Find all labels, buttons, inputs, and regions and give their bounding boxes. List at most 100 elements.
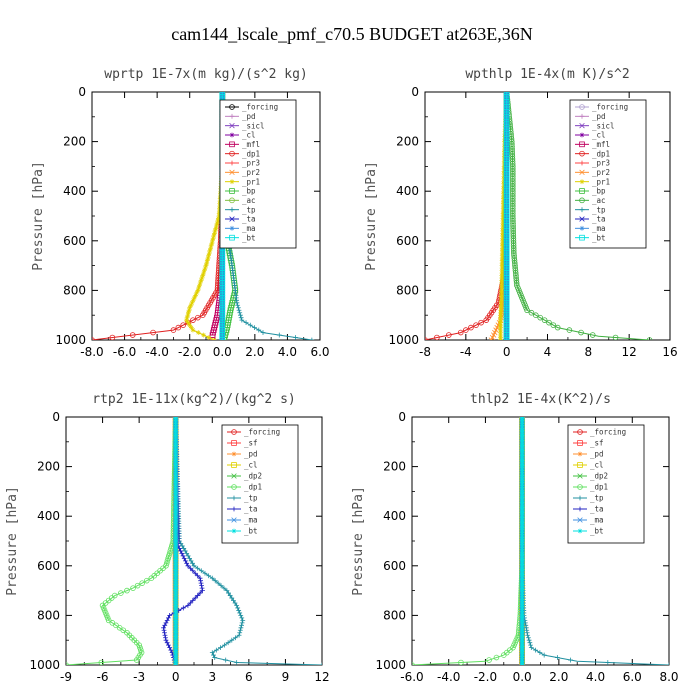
legend-marker (229, 169, 235, 176)
series-line-dp1 (66, 417, 177, 665)
series-marker (173, 563, 179, 569)
series-marker (197, 590, 203, 596)
series-marker (173, 476, 179, 482)
series-marker (206, 335, 212, 340)
series-marker (173, 511, 179, 517)
legend-label: _ta (592, 215, 606, 224)
series-marker (173, 518, 179, 524)
series-marker (173, 590, 179, 596)
series-marker (173, 464, 179, 469)
legend-label: _cl (244, 461, 258, 470)
series-marker (546, 319, 552, 326)
series-marker (173, 451, 179, 457)
series-marker (173, 650, 179, 655)
series-marker (173, 660, 179, 665)
series-marker (227, 593, 233, 598)
legend-marker (579, 160, 585, 166)
series-marker (223, 657, 229, 663)
series-marker (206, 250, 212, 256)
series-marker (190, 317, 196, 323)
series-marker (190, 297, 196, 303)
series-marker (499, 248, 505, 254)
series-marker (173, 620, 179, 626)
series-marker (239, 620, 245, 626)
y-tick-label: 400 (63, 184, 86, 198)
y-axis-label: Pressure [hPa] (31, 161, 46, 271)
legend-label: _tp (592, 205, 606, 214)
series-marker (173, 481, 179, 487)
series-marker (161, 625, 166, 631)
series-marker (173, 627, 179, 633)
series-marker (164, 640, 170, 646)
series-marker (100, 605, 107, 611)
series-marker (550, 322, 557, 328)
series-marker (520, 297, 526, 304)
series-marker (201, 332, 206, 338)
legend-label: _bt (244, 527, 258, 536)
legend-label: _ta (244, 505, 258, 514)
y-tick-label: 800 (37, 608, 60, 622)
series-marker (293, 335, 298, 340)
series-marker (216, 211, 222, 216)
series-marker (173, 546, 179, 551)
series-marker (173, 558, 179, 564)
series-marker (173, 630, 179, 636)
series-marker (173, 553, 179, 559)
series-marker (173, 645, 179, 651)
series-marker (238, 312, 243, 318)
series-marker (319, 662, 322, 665)
series-marker (173, 474, 179, 479)
x-tick-label: 0 (503, 345, 511, 359)
series-marker (148, 575, 155, 581)
series-marker (173, 526, 179, 531)
series-marker (554, 324, 561, 331)
series-marker (188, 302, 194, 308)
series-marker (232, 600, 238, 606)
panel-title: rtp2 1E-11x(kg^2)/(kg^2 s) (92, 392, 296, 407)
series-marker (501, 181, 507, 187)
series-marker (173, 489, 179, 494)
series-marker (501, 178, 507, 184)
y-axis-label: Pressure [hPa] (351, 486, 366, 596)
series-marker (173, 598, 179, 603)
series-marker (173, 543, 179, 549)
legend-marker (579, 225, 585, 231)
series-marker (173, 617, 179, 623)
series-marker (184, 551, 190, 556)
series-marker (478, 319, 484, 326)
x-tick-label: 2.0 (245, 345, 264, 359)
x-tick-label: 6.0 (310, 345, 329, 359)
series-marker (191, 563, 197, 569)
series-marker (173, 493, 179, 499)
y-tick-label: 800 (396, 283, 419, 297)
series-marker (173, 560, 179, 566)
series-marker (185, 603, 191, 608)
y-axis-label: Pressure [hPa] (364, 161, 379, 271)
series-marker (173, 484, 179, 489)
series-marker (173, 637, 179, 643)
figure-title: cam144_lscale_pmf_c70.5 BUDGET at263E,36… (171, 24, 533, 44)
series-marker (524, 307, 530, 314)
series-marker (198, 278, 204, 283)
legend-label: _ac (242, 196, 256, 205)
legend-marker (229, 122, 235, 129)
series-marker (500, 243, 505, 249)
series-marker (187, 305, 193, 311)
series-marker (173, 570, 179, 576)
series-marker (184, 315, 190, 321)
series-marker (473, 322, 479, 328)
series-marker (173, 486, 179, 492)
series-marker (210, 238, 215, 244)
legend-label: _forcing (244, 428, 280, 437)
series-marker (500, 223, 506, 229)
series-marker (165, 555, 171, 562)
series-marker (166, 550, 173, 557)
legend-marker (229, 113, 235, 119)
series-marker (137, 644, 143, 651)
legend-label: _forcing (242, 103, 278, 112)
series-marker (192, 595, 198, 601)
x-tick-label: -9 (60, 670, 72, 684)
series-marker (215, 216, 221, 221)
x-tick-label: -6.0 (113, 345, 136, 359)
